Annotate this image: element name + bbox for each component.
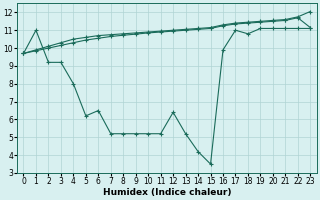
X-axis label: Humidex (Indice chaleur): Humidex (Indice chaleur): [103, 188, 231, 197]
